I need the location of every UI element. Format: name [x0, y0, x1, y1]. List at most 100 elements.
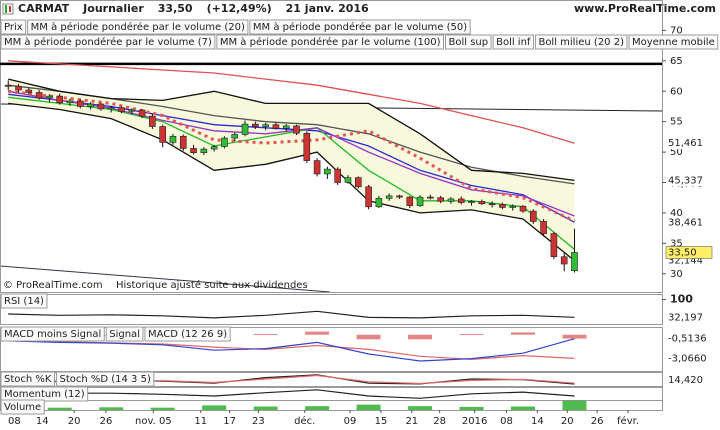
legend-entry: MACD moins Signal	[4, 329, 101, 340]
legend-box	[249, 19, 471, 35]
value-label: -0,5136	[668, 334, 707, 345]
legend-entry: MM à période pondérée par le volume (50)	[253, 21, 467, 33]
candle-body	[499, 204, 506, 208]
legend-entry: Moyenne mobile	[632, 37, 715, 48]
candle-body	[354, 177, 362, 188]
candle-body	[149, 115, 156, 127]
candle-body	[344, 177, 352, 183]
y-tick-label: 35	[670, 238, 683, 249]
candle-body	[427, 196, 434, 199]
candle-body	[159, 126, 166, 143]
x-tick-label: 21	[405, 416, 418, 427]
value-label: 14,420	[668, 375, 703, 386]
legend-box	[0, 293, 48, 309]
candle-body	[128, 109, 136, 112]
candle-body	[540, 221, 547, 234]
legend-box	[444, 34, 492, 50]
header-text: 21 janv. 2016	[286, 2, 369, 15]
bar	[562, 400, 587, 410]
candle-body	[190, 148, 197, 153]
value-box	[666, 216, 712, 229]
site: www.ProRealTime.com	[574, 2, 716, 15]
x-tick-label: 08	[8, 416, 21, 427]
candle-body	[97, 103, 105, 110]
candle-body	[87, 103, 94, 107]
legend-entry: Boll sup	[448, 37, 488, 48]
value-box	[666, 174, 712, 187]
candle-body	[169, 135, 177, 143]
candle-body	[46, 95, 53, 99]
bar	[511, 406, 536, 410]
legend-box	[492, 34, 534, 50]
bar	[356, 404, 381, 410]
candle-body	[15, 86, 22, 91]
bar	[150, 407, 175, 410]
candle-body	[179, 135, 187, 149]
indicator-line	[8, 338, 575, 362]
legend-box	[216, 34, 444, 50]
header-text: (+12,49%)	[207, 2, 272, 15]
legend-box	[0, 19, 27, 35]
candle-body	[107, 107, 115, 110]
legend-entry: MM à période pondérée par le volume (20)	[31, 21, 245, 33]
candle-body	[252, 123, 259, 127]
panel	[8, 310, 575, 319]
header-text: Journalier	[82, 2, 144, 15]
candle-body	[66, 100, 74, 104]
trend-line	[0, 265, 331, 293]
value-label: 38,461	[668, 217, 703, 228]
candle-body	[437, 197, 444, 202]
x-tick-label: 15	[375, 416, 388, 427]
icon	[2, 3, 14, 15]
candle-body	[77, 100, 84, 107]
credit: © ProRealTime.com	[3, 280, 103, 291]
panel	[0, 331, 587, 362]
candle-body	[457, 198, 465, 203]
x-tick-label: nov. 05	[135, 416, 172, 427]
candle-body	[282, 125, 290, 129]
legend-entry: Stoch %D (14 3 5)	[59, 374, 150, 385]
bar	[459, 333, 484, 335]
indicator-line	[8, 60, 575, 144]
value-label: -3,0660	[668, 353, 707, 364]
panel-frame	[0, 294, 663, 325]
y-tick-label: 60	[670, 86, 683, 97]
candle-body	[530, 210, 537, 222]
indicator-line	[8, 102, 575, 262]
value-label: 32,197	[668, 312, 703, 323]
x-tick-label: févr.	[617, 415, 639, 427]
note: Historique ajusté suite aux dividendes	[116, 279, 308, 291]
bar	[408, 406, 433, 410]
x-tick-label: 14	[531, 416, 544, 427]
candle-body	[231, 134, 239, 139]
value-box	[666, 311, 712, 324]
value-label: 51,461	[668, 138, 703, 149]
y-tick-label: 100	[670, 293, 693, 306]
candle-body	[406, 196, 414, 206]
legend-box	[0, 34, 216, 50]
legend-box	[628, 34, 719, 50]
legend-box	[55, 371, 155, 387]
candle-body	[35, 92, 43, 99]
legend-box	[0, 399, 45, 415]
legend-box	[144, 326, 231, 342]
candle-body	[571, 252, 578, 272]
candle-body	[509, 205, 517, 208]
legend-entry: MACD (12 26 9)	[148, 329, 227, 340]
candle-body	[293, 125, 300, 134]
x-tick-label: 14	[36, 416, 49, 427]
candle-body	[478, 201, 486, 205]
bar	[562, 334, 587, 339]
y-tick-label: 65	[670, 56, 683, 67]
header-text: 33,50	[158, 2, 193, 15]
bar	[99, 407, 124, 410]
legend-box	[105, 326, 144, 342]
candle-body	[262, 124, 269, 127]
x-tick-label: 20	[561, 416, 574, 427]
candle-body	[488, 203, 496, 206]
indicator-line	[8, 310, 575, 319]
x-tick-label: 26	[100, 416, 113, 427]
candle-body	[25, 89, 33, 93]
candle-body	[210, 146, 218, 150]
